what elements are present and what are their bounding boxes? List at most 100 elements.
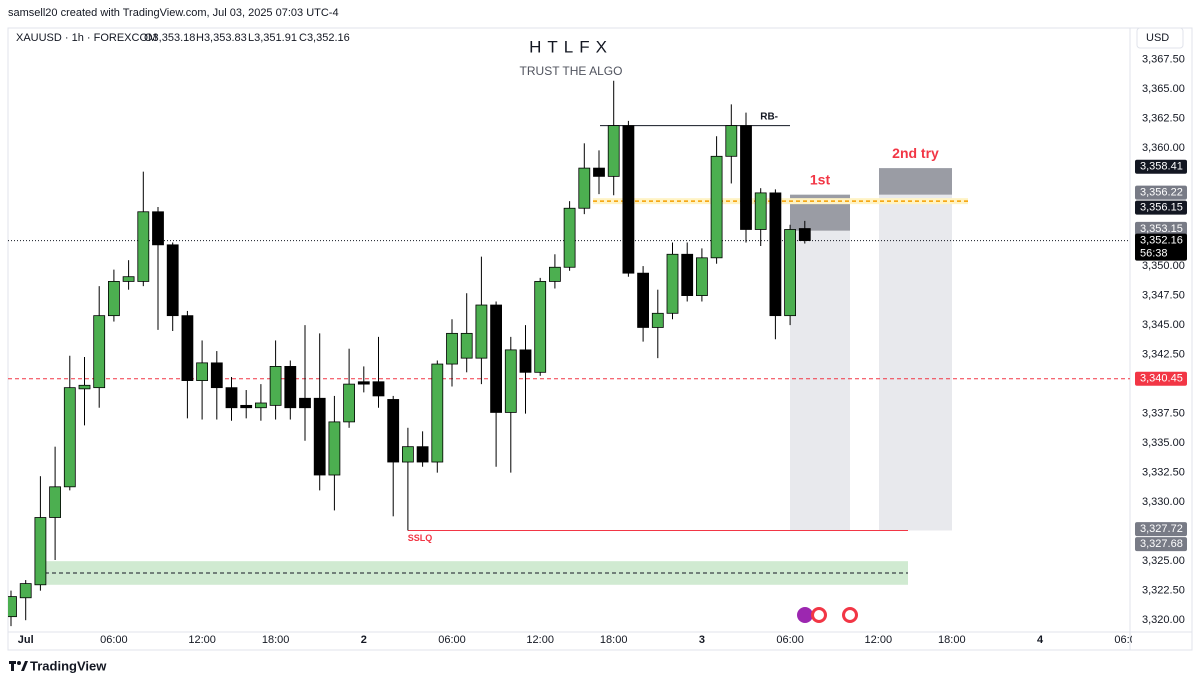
candle-body (475, 304, 488, 359)
candle-body (166, 244, 179, 317)
candle-body (152, 211, 164, 246)
candle-body (696, 257, 708, 296)
demand-zone (45, 561, 908, 585)
y-tick-label: 3,325.00 (1142, 555, 1185, 567)
candle-body (93, 315, 106, 389)
candle-body (8, 596, 17, 618)
candle-body (137, 211, 150, 282)
y-tick-label: 3,335.00 (1142, 437, 1185, 449)
chart-title: HTLFX (529, 37, 613, 56)
last-price-label: 3,352.16 (1140, 234, 1183, 246)
candle-body (460, 332, 473, 359)
price-badge (1135, 537, 1187, 552)
footer-brand: TradingView (30, 658, 107, 673)
y-tick-label: 3,362.50 (1142, 112, 1185, 124)
candle-body (446, 332, 458, 365)
x-tick-label: 18:00 (938, 634, 966, 646)
icons (797, 607, 858, 623)
price-badge-label: 3,358.41 (1140, 161, 1183, 173)
x-tick-label: 4 (1037, 634, 1044, 646)
ohlc-high: H3,353.83 (196, 32, 247, 44)
candle-body (372, 381, 385, 397)
price-badge-label: 3,327.72 (1140, 523, 1183, 535)
candle-body (519, 349, 532, 373)
currency-box[interactable] (1136, 27, 1184, 49)
x-tick-label: 12:00 (865, 634, 893, 646)
time-axis: Jul 06:00 12:00 18:00 2 06:00 12:00 18:00 3 06:00… (18, 634, 1142, 646)
y-tick-label: 3,337.50 (1142, 408, 1185, 420)
y-tick-label: 3,345.00 (1142, 319, 1185, 331)
candle-body (651, 312, 664, 328)
setup-label: 2nd try (892, 145, 939, 161)
candle-body (122, 276, 135, 282)
candle-body (681, 253, 694, 296)
candle-body (181, 315, 194, 381)
bar-countdown: 56:38 (1140, 247, 1168, 259)
candle-body (504, 349, 517, 413)
candle-body (196, 362, 209, 381)
y-tick-label: 3,330.00 (1142, 496, 1185, 508)
currency[interactable]: USD (1146, 32, 1169, 44)
candle-body (710, 155, 723, 259)
y-tick-label: 3,360.00 (1142, 142, 1185, 154)
candle-body (19, 583, 32, 599)
ohlc-open: O3,353.18 (144, 32, 195, 44)
price-badge-label: 3,356.22 (1140, 187, 1183, 199)
y-tick-label: 3,347.50 (1142, 289, 1185, 301)
price-badge (1135, 200, 1187, 215)
price-badge (1135, 522, 1187, 537)
candle-body (269, 366, 282, 406)
candle-body (534, 281, 547, 373)
candle-body (240, 404, 253, 409)
entry-box (879, 168, 952, 195)
y-tick-label: 3,350.00 (1142, 260, 1185, 272)
candle-body (416, 446, 429, 463)
y-tick-label: 3,320.00 (1142, 614, 1185, 626)
candle-body (637, 272, 649, 328)
chart-subtitle: TRUST THE ALGO (520, 64, 623, 78)
price-badge (1135, 221, 1187, 236)
x-tick-label: 18:00 (262, 634, 290, 646)
candle-body (299, 397, 311, 409)
candle-body (328, 421, 341, 476)
candle-body (49, 486, 61, 518)
setup-label: 1st (810, 171, 831, 187)
candle-body (401, 446, 414, 463)
x-tick-label: Jul (18, 634, 34, 646)
symbol: XAUUSD · 1h · FOREXCOM (16, 32, 157, 44)
candle-body (254, 402, 267, 409)
y-tick-label: 3,367.50 (1142, 53, 1185, 65)
attribution: samsell20 created with TradingView.com, … (8, 7, 339, 19)
candle-body (549, 266, 561, 282)
candle-body (210, 362, 223, 389)
last-price-badge (1135, 233, 1187, 261)
y-tick-label: 3,332.50 (1142, 467, 1185, 479)
candle-body (563, 207, 576, 268)
candle-body (754, 192, 767, 230)
x-tick-label: 3 (699, 634, 705, 646)
candle-body (357, 381, 370, 385)
price-badge (1135, 185, 1187, 200)
level-label: SSLQ (408, 533, 433, 543)
candle-body (284, 366, 297, 409)
candle-body (725, 125, 738, 157)
x-tick-label: 12:00 (188, 634, 216, 646)
price-badge-label: 3,353.15 (1140, 223, 1183, 235)
level-label: RB- (760, 111, 778, 122)
candle-body (622, 125, 635, 274)
candle-body (431, 363, 444, 463)
x-tick-label: 06:00 (1114, 634, 1142, 646)
price-badge-label: 3,340.45 (1140, 373, 1183, 385)
candle-body (740, 125, 752, 230)
price-badge (1135, 159, 1187, 174)
x-tick-label: 18:00 (600, 634, 628, 646)
candle-body (666, 253, 679, 314)
y-tick-label: 3,322.50 (1142, 585, 1185, 597)
y-tick-label: 3,365.00 (1142, 83, 1185, 95)
candle-body (225, 387, 238, 409)
candle-body (769, 192, 782, 317)
candle-body (798, 228, 811, 241)
price-badge-label: 3,356.15 (1140, 202, 1183, 214)
candle-body (313, 397, 326, 476)
